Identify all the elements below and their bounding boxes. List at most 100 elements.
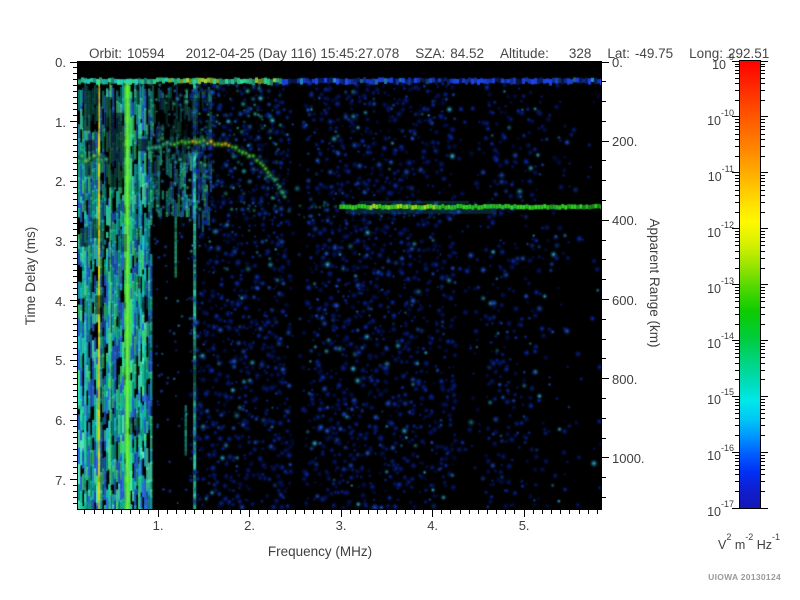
plot-frame	[77, 61, 602, 510]
y2-axis-minor-tick	[602, 101, 606, 103]
x-axis-minor-tick	[569, 510, 571, 514]
y2-axis-tick-label: 200.	[612, 134, 638, 150]
x-axis-minor-tick	[395, 510, 397, 514]
y-axis-minor-tick	[73, 312, 77, 314]
colorbar-minor-tick	[735, 418, 739, 420]
colorbar-minor-tick	[735, 398, 739, 400]
lat-value: -49.75	[634, 46, 674, 61]
colorbar-minor-tick	[761, 73, 765, 75]
colorbar-tick-exponent: -13	[720, 275, 734, 286]
colorbar-minor-tick	[761, 323, 765, 325]
x-axis-minor-tick	[596, 510, 598, 514]
x-axis-tick-label: 2.	[244, 518, 255, 533]
x-axis-minor-tick	[276, 510, 278, 514]
y-axis-major-tick	[70, 61, 77, 63]
colorbar-minor-tick	[761, 379, 765, 381]
colorbar-minor-tick	[735, 181, 739, 183]
colorbar-minor-tick	[761, 125, 765, 127]
colorbar-tick-exponent: -12	[720, 219, 734, 230]
colorbar-major-tick	[761, 451, 768, 453]
colorbar-major-tick	[761, 172, 768, 174]
colorbar-minor-tick	[761, 139, 765, 141]
y2-axis-minor-tick	[602, 417, 606, 419]
y-axis-minor-tick	[73, 145, 77, 147]
x-axis-minor-tick	[212, 510, 214, 514]
y-axis-minor-tick	[73, 330, 77, 332]
unit-base-hz: Hz	[753, 538, 772, 553]
colorbar-minor-tick	[735, 468, 739, 470]
y2-axis-tick-label: 600.	[612, 292, 638, 308]
x-axis-minor-tick	[459, 510, 461, 514]
y-axis-minor-tick	[73, 306, 77, 308]
colorbar-minor-tick	[761, 237, 765, 239]
y-axis-minor-tick	[73, 73, 77, 75]
colorbar-minor-tick	[735, 481, 739, 483]
y-axis-title: Time Delay (ms)	[23, 226, 38, 326]
colorbar-minor-tick	[735, 231, 739, 233]
y-axis-minor-tick	[73, 413, 77, 415]
x-axis-major-tick	[432, 510, 434, 517]
y2-axis-minor-tick	[602, 358, 606, 360]
colorbar-major-tick	[761, 507, 768, 509]
y2-axis-minor-tick	[602, 200, 606, 202]
colorbar-minor-tick	[735, 211, 739, 213]
colorbar-minor-tick	[761, 201, 765, 203]
x-axis-minor-tick	[505, 510, 507, 514]
colorbar-minor-tick	[761, 257, 765, 259]
y2-axis-minor-tick	[602, 239, 606, 241]
y-axis-minor-tick	[73, 407, 77, 409]
colorbar-minor-tick	[761, 301, 765, 303]
colorbar-minor-tick	[761, 454, 765, 456]
y-axis-minor-tick	[73, 377, 77, 379]
x-axis-major-tick	[340, 510, 342, 517]
x-axis-minor-tick	[496, 510, 498, 514]
y-axis-minor-tick	[73, 204, 77, 206]
spectrogram-canvas	[78, 62, 601, 509]
y-axis-minor-tick	[73, 151, 77, 153]
colorbar-minor-tick	[735, 369, 739, 371]
colorbar-tick-exponent: -15	[720, 387, 734, 398]
colorbar-major-tick	[761, 339, 768, 341]
colorbar-major-tick	[732, 284, 739, 285]
x-axis-minor-tick	[541, 510, 543, 514]
colorbar-minor-tick	[735, 73, 739, 75]
y-axis-major-tick	[70, 359, 77, 361]
colorbar-minor-tick	[735, 201, 739, 203]
x-axis-minor-tick	[185, 510, 187, 514]
colorbar-gradient	[740, 61, 760, 508]
x-axis-minor-tick	[551, 510, 553, 514]
colorbar-minor-tick	[761, 63, 765, 65]
colorbar-minor-tick	[735, 289, 739, 291]
y-axis-minor-tick	[73, 383, 77, 385]
unit-sup-m: -2	[745, 532, 754, 542]
colorbar-tick-exponent: -16	[720, 443, 734, 454]
colorbar-minor-tick	[761, 418, 765, 420]
colorbar-minor-tick	[735, 90, 739, 92]
colorbar-minor-tick	[761, 155, 765, 157]
y-axis-minor-tick	[73, 467, 77, 469]
y-axis-tick-label: 3.	[55, 234, 66, 250]
colorbar-minor-tick	[735, 454, 739, 456]
unit-sup-hz: -1	[772, 532, 781, 542]
colorbar-minor-tick	[735, 69, 739, 71]
colorbar-minor-tick	[761, 185, 765, 187]
x-axis-minor-tick	[239, 510, 241, 514]
colorbar-minor-tick	[735, 133, 739, 135]
colorbar-major-tick	[761, 116, 768, 118]
x-axis-minor-tick	[322, 510, 324, 514]
colorbar-minor-tick	[735, 185, 739, 187]
y-axis-minor-tick	[73, 294, 77, 296]
x-axis-minor-tick	[120, 510, 122, 514]
x-axis-minor-tick	[413, 510, 415, 514]
x-axis-minor-tick	[313, 510, 315, 514]
x-axis-minor-tick	[450, 510, 452, 514]
x-axis-minor-tick	[148, 510, 150, 514]
x-axis-minor-tick	[166, 510, 168, 514]
colorbar-minor-tick	[735, 155, 739, 157]
colorbar-minor-tick	[735, 491, 739, 493]
y2-axis-minor-tick	[602, 259, 606, 261]
colorbar-major-tick	[761, 60, 768, 62]
colorbar-minor-tick	[761, 287, 765, 289]
colorbar-minor-tick	[735, 425, 739, 427]
y-axis-minor-tick	[73, 79, 77, 81]
